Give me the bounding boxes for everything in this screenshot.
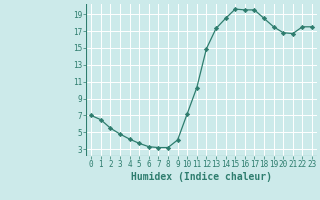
X-axis label: Humidex (Indice chaleur): Humidex (Indice chaleur) [131,172,272,182]
